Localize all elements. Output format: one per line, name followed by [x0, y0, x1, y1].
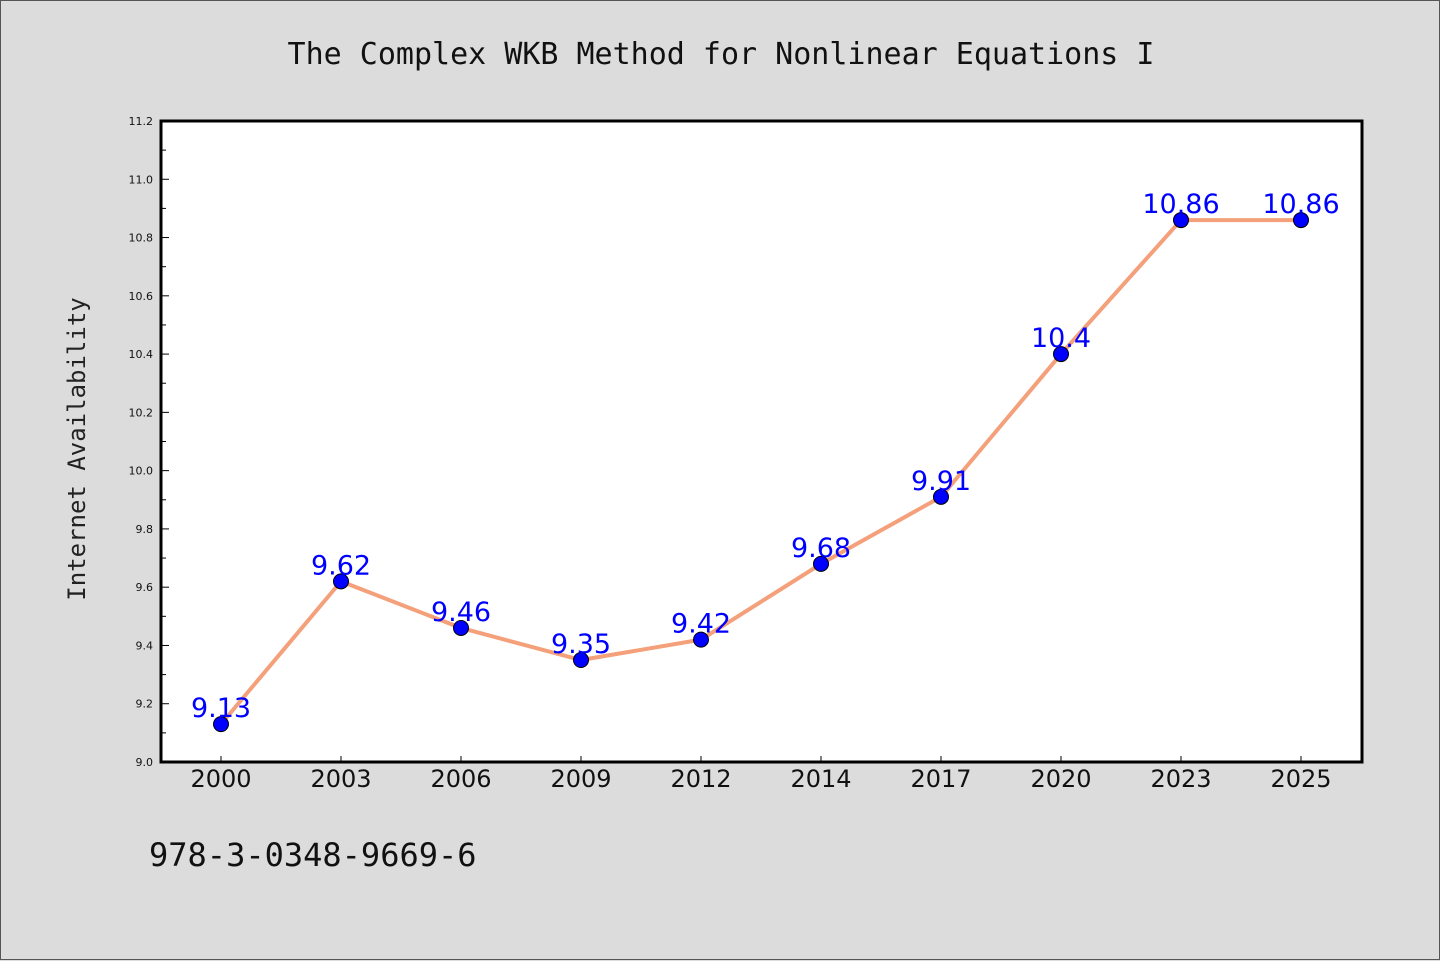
data-point	[213, 716, 229, 733]
x-tick-label: 2025	[1270, 765, 1331, 793]
data-label: 9.35	[551, 629, 611, 660]
data-label: 9.62	[311, 550, 371, 581]
data-label: 9.46	[431, 597, 491, 628]
data-labels: 9.13 9.62 9.46 9.35 9.42 9.68 9.91 10.4 10.86 10.…	[191, 189, 1340, 724]
y-tick-label: 9.0	[136, 756, 154, 769]
x-tick-label: 2006	[430, 765, 491, 793]
data-point	[1053, 346, 1069, 363]
data-point	[933, 488, 949, 505]
data-label: 10.86	[1142, 189, 1219, 220]
data-label: 10.86	[1262, 189, 1339, 220]
plot-area	[161, 121, 1362, 762]
data-points	[213, 212, 1309, 733]
y-tick-label: 10.4	[129, 348, 154, 361]
axis-ticks: 9.0 9.2 9.4 9.6 9.8 10.0 10.2 10.4 10.6 10.8 11.0 1…	[129, 115, 1332, 793]
x-tick-label: 2017	[910, 765, 971, 793]
data-point	[813, 555, 829, 572]
y-tick-label: 9.6	[136, 581, 154, 594]
y-axis-label: Internet Availability	[63, 297, 91, 600]
x-tick-label: 2020	[1030, 765, 1091, 793]
x-tick-label: 2003	[310, 765, 371, 793]
y-tick-label: 9.2	[136, 698, 154, 711]
data-label: 9.13	[191, 693, 251, 724]
y-tick-label: 10.8	[129, 232, 154, 245]
series-line	[219, 218, 1301, 726]
x-tick-label: 2012	[670, 765, 731, 793]
data-label: 9.42	[671, 609, 731, 640]
chart-title: The Complex WKB Method for Nonlinear Equ…	[288, 37, 1155, 72]
y-tick-label: 9.8	[136, 523, 154, 536]
data-point	[333, 573, 349, 590]
y-tick-label: 10.0	[129, 465, 154, 478]
x-tick-label: 2009	[550, 765, 611, 793]
data-label: 9.68	[791, 533, 851, 564]
y-tick-label: 11.2	[129, 115, 154, 128]
data-point	[1173, 212, 1189, 229]
x-tick-label: 2014	[790, 765, 851, 793]
x-tick-label: 2000	[190, 765, 251, 793]
y-tick-label: 9.4	[136, 639, 154, 652]
data-point	[453, 619, 469, 636]
x-tick-label: 2023	[1150, 765, 1211, 793]
data-point	[1293, 212, 1309, 229]
footer-code: 978-3-0348-9669-6	[149, 836, 477, 874]
y-tick-label: 10.2	[129, 406, 154, 419]
data-label: 10.4	[1031, 323, 1091, 354]
plot-border	[159, 119, 1364, 764]
y-tick-label: 11.0	[129, 173, 154, 186]
data-point	[573, 652, 589, 669]
data-point	[693, 631, 709, 648]
series-line-path	[219, 218, 1301, 726]
data-label: 9.91	[911, 466, 971, 497]
y-tick-label: 10.6	[129, 290, 154, 303]
